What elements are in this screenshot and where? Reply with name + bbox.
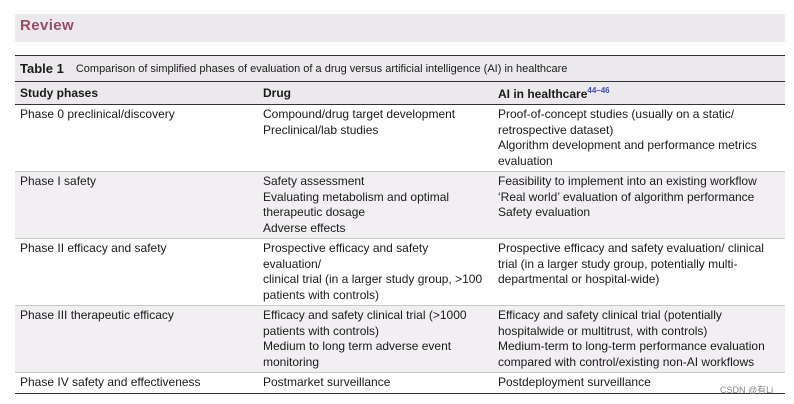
cell-line: departmental or hospital-wide) [498, 272, 660, 286]
cell-line: Compound/drug target development [263, 107, 456, 121]
cell-drug: Safety assessment Evaluating metabolism a… [258, 171, 493, 239]
cell-drug: Postmarket surveillance [258, 372, 493, 394]
cell-line: Preclinical/lab studies [263, 122, 379, 137]
cell-line: monitoring [263, 354, 320, 369]
cell-line: clinical trial (in a larger study group,… [263, 272, 483, 286]
table-row: Phase I safety Safety assessment Evaluatin… [15, 171, 785, 239]
cell-line: Prospective efficacy and safety evaluati… [498, 241, 764, 255]
header-reference: 44–46 [587, 85, 610, 95]
cell-line: Medium to long term adverse event [263, 339, 452, 353]
cell-line: Postmarket surveillance [263, 375, 391, 389]
cell-line: retrospective dataset) [498, 122, 614, 137]
cell-study-phase: Phase II efficacy and safety [15, 238, 258, 306]
cell-line: Feasibility to implement into an existin… [498, 174, 757, 188]
cell-line: Efficacy and safety clinical trial (pote… [498, 308, 722, 322]
cell-line: Algorithm development and performance me… [498, 138, 757, 152]
cell-study-phase: Phase IV safety and effectiveness [15, 372, 258, 394]
cell-ai: Postdeployment surveillance [493, 372, 785, 394]
cell-study-phase: Phase 0 preclinical/discovery [15, 104, 258, 172]
section-header-bar: Review [15, 14, 785, 42]
cell-line: patients with controls) [263, 323, 380, 338]
cell-line: trial (in a larger study group, potentia… [498, 256, 738, 271]
cell-line: Safety assessment [263, 174, 365, 188]
table-container: Table 1 Comparison of simplified phases … [15, 55, 785, 394]
cell-line: ‘Real world’ evaluation of algorithm per… [498, 189, 755, 204]
comparison-table: Study phases Drug AI in healthcare44–46 … [15, 81, 785, 394]
table-row: Phase III therapeutic efficacy Efficacy a… [15, 305, 785, 373]
cell-line: Postdeployment surveillance [498, 375, 651, 389]
watermark: CSDN @有Li [720, 385, 774, 395]
cell-line: therapeutic dosage [263, 205, 366, 219]
cell-line: hospitalwide or multitrust, with control… [498, 323, 708, 338]
table-row: Phase 0 preclinical/discovery Compound/dr… [15, 104, 785, 172]
cell-drug: Efficacy and safety clinical trial (>100… [258, 305, 493, 373]
table-caption: Table 1 Comparison of simplified phases … [15, 55, 785, 81]
cell-line: evaluation [498, 153, 553, 168]
cell-study-phase: Phase I safety [15, 171, 258, 239]
cell-line: Efficacy and safety clinical trial (>100… [263, 308, 467, 322]
cell-ai: Prospective efficacy and safety evaluati… [493, 238, 785, 306]
header-study-phases: Study phases [15, 81, 258, 105]
table-label: Table 1 [20, 61, 64, 76]
cell-study-phase: Phase III therapeutic efficacy [15, 305, 258, 373]
cell-line: Medium-term to long-term performance eva… [498, 339, 765, 353]
cell-line: compared with control/existing non-AI wo… [498, 354, 755, 369]
cell-line: Evaluating metabolism and optimal [263, 189, 450, 204]
table-row: Phase IV safety and effectiveness Postmar… [15, 372, 785, 394]
table-caption-text: Comparison of simplified phases of evalu… [75, 62, 568, 75]
cell-ai: Efficacy and safety clinical trial (pote… [493, 305, 785, 373]
cell-line: Adverse effects [263, 220, 346, 235]
cell-line: patients with controls) [263, 287, 380, 302]
cell-line: Proof-of-concept studies (usually on a s… [498, 107, 735, 121]
header-ai-in-healthcare: AI in healthcare44–46 [493, 81, 785, 105]
header-ai-text: AI in healthcare [498, 86, 588, 101]
cell-drug: Compound/drug target development Preclini… [258, 104, 493, 172]
header-drug: Drug [258, 81, 493, 105]
table-header-row: Study phases Drug AI in healthcare44–46 [15, 81, 785, 105]
section-label: Review [20, 17, 75, 34]
table-row: Phase II efficacy and safety Prospective … [15, 238, 785, 306]
cell-ai: Feasibility to implement into an existin… [493, 171, 785, 239]
cell-line: Safety evaluation [498, 205, 591, 219]
cell-drug: Prospective efficacy and safety evaluati… [258, 238, 493, 306]
cell-ai: Proof-of-concept studies (usually on a s… [493, 104, 785, 172]
cell-line: Prospective efficacy and safety evaluati… [263, 241, 429, 271]
